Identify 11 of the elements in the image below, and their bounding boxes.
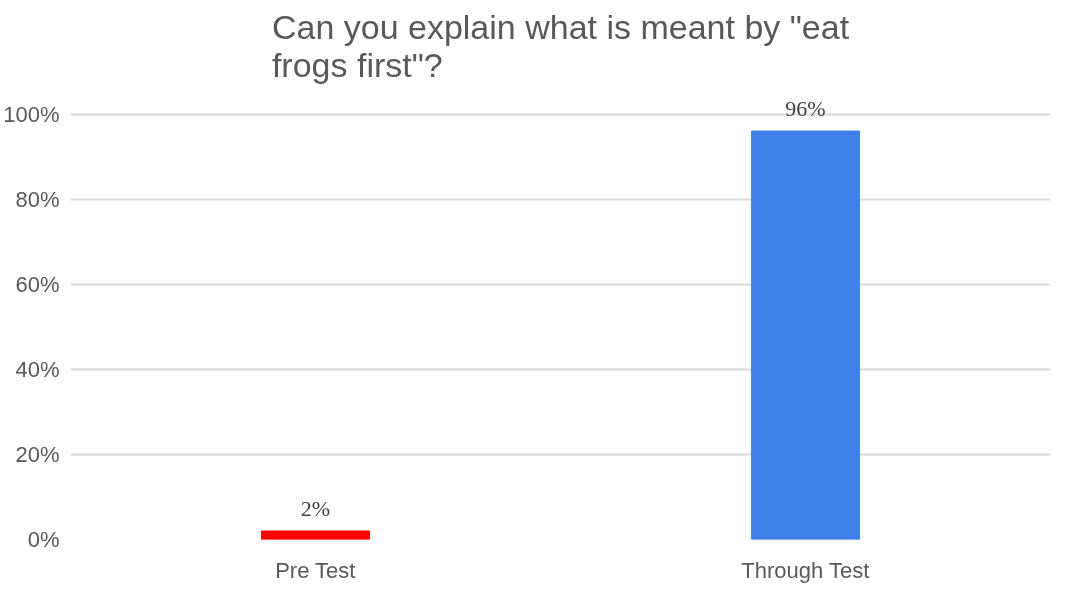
y-tick-label: 0% — [27, 527, 60, 552]
chart-title: Can you explain what is meant by "eat frogs first"? — [271, 7, 850, 84]
data-label: 2% — [300, 495, 331, 521]
x-tick-label: Pre Test — [275, 557, 356, 583]
y-tick-label: 20% — [15, 441, 60, 467]
y-tick-label: 80% — [15, 186, 60, 212]
x-tick-label: Through Test — [741, 557, 870, 583]
y-tick-label: 100% — [3, 101, 60, 127]
y-tick-label: 40% — [15, 356, 60, 382]
data-label: 96% — [785, 96, 826, 122]
y-tick-label: 60% — [15, 271, 60, 297]
